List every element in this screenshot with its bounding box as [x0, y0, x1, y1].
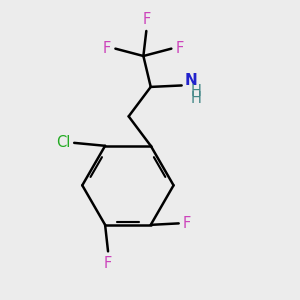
- Text: Cl: Cl: [56, 135, 70, 150]
- Text: F: F: [183, 216, 191, 231]
- Text: H: H: [190, 84, 201, 99]
- Text: F: F: [176, 41, 184, 56]
- Text: F: F: [104, 256, 112, 271]
- Text: F: F: [142, 12, 150, 27]
- Text: F: F: [103, 41, 111, 56]
- Text: N: N: [184, 73, 197, 88]
- Text: H: H: [190, 91, 201, 106]
